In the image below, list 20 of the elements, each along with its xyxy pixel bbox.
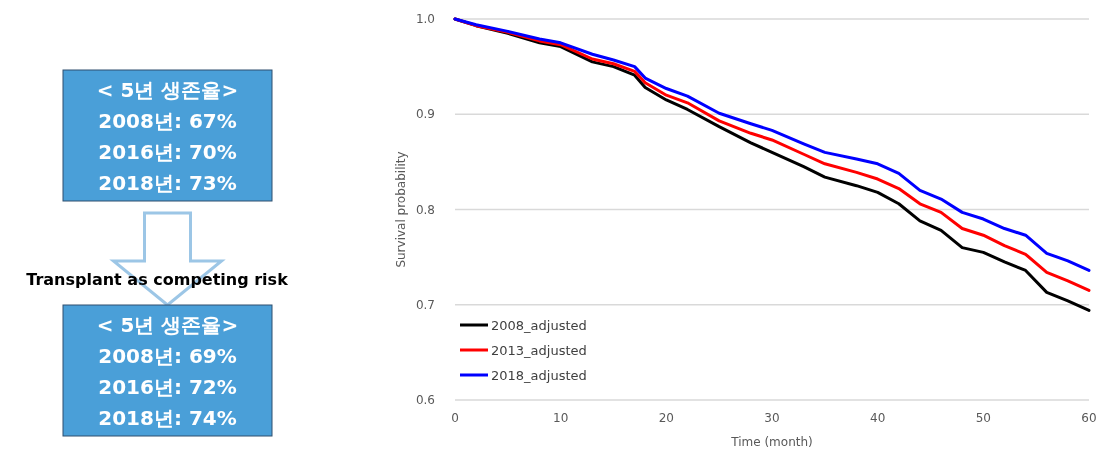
x-tick-label: 40 [870, 411, 886, 425]
x-tick-label: 20 [658, 411, 674, 425]
text: < 5년 생존율> 2008년: 69% 2016년: 72% 2018년: 74% [96, 313, 239, 430]
y-tick-label: 0.9 [415, 107, 435, 122]
text: < 5년 생존율> 2008년: 67% 2016년: 70% 2018년: 73% [96, 78, 239, 195]
y-tick-label: 0.8 [415, 202, 435, 217]
y-tick-label: 0.6 [415, 393, 435, 408]
x-tick-label: 50 [975, 411, 991, 425]
x-tick-label: 10 [553, 411, 569, 425]
x-tick-label: 0 [451, 411, 459, 425]
legend-label: 2018_adjusted [491, 367, 587, 383]
x-tick-label: 60 [1081, 411, 1097, 425]
x-axis-title: Time (month) [730, 435, 813, 449]
text: Transplant as competing risk [26, 270, 289, 289]
y-axis-title: Survival probability [394, 151, 408, 268]
legend-label: 2013_adjusted [491, 342, 587, 358]
x-tick-label: 30 [764, 411, 780, 425]
y-tick-label: 1.0 [415, 12, 435, 27]
legend-label: 2008_adjusted [491, 317, 587, 333]
y-tick-label: 0.7 [415, 297, 435, 312]
